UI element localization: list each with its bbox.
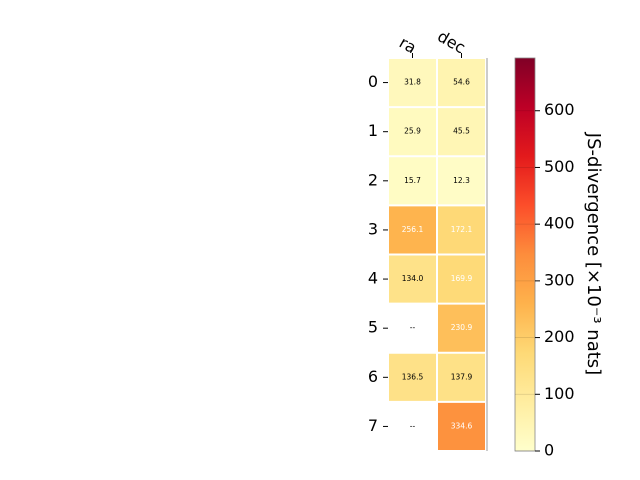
cell-value-label: 45.5 — [453, 127, 470, 136]
colorbar-label: JS-divergence [×10⁻³ nats] — [583, 132, 604, 375]
column-tick-labels: ra dec — [396, 27, 469, 58]
cell-value-label: 15.7 — [404, 176, 421, 185]
colorbar-tick-label: 500 — [544, 157, 575, 176]
cell-value-label: 136.5 — [402, 372, 424, 381]
column-tick-label: dec — [434, 27, 468, 58]
cell-value-label: 12.3 — [453, 176, 470, 185]
colorbar — [514, 57, 536, 452]
cell-value-label: 172.1 — [451, 225, 473, 234]
column-tick-label: ra — [396, 33, 420, 58]
row-tick-label: 1 — [368, 121, 378, 140]
colorbar-tick-label: 600 — [544, 100, 575, 119]
heatmap-cell — [438, 255, 485, 303]
cell-value-label: -- — [410, 323, 416, 332]
heatmap-cell — [438, 304, 485, 352]
row-tick-labels: 0 1 2 3 4 5 6 7 — [368, 72, 388, 435]
row-tick-label: 0 — [368, 72, 378, 91]
heatmap-cell — [438, 206, 485, 254]
colorbar-tick-label: 300 — [544, 270, 575, 289]
heatmap-cell — [438, 402, 485, 450]
heatmap-cell — [438, 108, 485, 156]
heatmap-cell — [389, 353, 436, 401]
row-tick-label: 2 — [368, 170, 378, 189]
heatmap-cell — [389, 157, 436, 205]
heatmap-cell — [438, 353, 485, 401]
cell-value-label: 31.8 — [404, 78, 421, 87]
colorbar-tick-label: 200 — [544, 327, 575, 346]
colorbar-tick-label: 400 — [544, 214, 575, 233]
heatmap-cell — [389, 59, 436, 107]
cell-value-label: 230.9 — [451, 323, 473, 332]
cell-value-label: 54.6 — [453, 78, 470, 87]
cell-value-label: 25.9 — [404, 127, 421, 136]
colorbar-ticks: 0 100 200 300 400 500 600 — [515, 100, 575, 460]
heatmap-cells: 31.8 54.6 25.9 45.5 15.7 12.3 256.1 172.1 134.0 1… — [389, 59, 485, 450]
colorbar-tick-label: 100 — [544, 384, 575, 403]
heatmap-cell — [389, 108, 436, 156]
row-tick-label: 4 — [368, 269, 378, 288]
cell-value-label: 134.0 — [402, 274, 424, 283]
cell-value-label: 137.9 — [451, 372, 473, 381]
heatmap-cell — [389, 206, 436, 254]
row-tick-label: 5 — [368, 318, 378, 337]
cell-value-label: 169.9 — [451, 274, 473, 283]
row-tick-label: 7 — [368, 416, 378, 435]
cell-value-label: 256.1 — [402, 225, 424, 234]
row-tick-label: 3 — [368, 219, 378, 238]
cell-value-label: 334.6 — [451, 421, 473, 430]
row-tick-label: 6 — [368, 367, 378, 386]
colorbar-tick-label: 0 — [544, 441, 554, 460]
heatmap-cell — [438, 157, 485, 205]
heatmap-cell — [389, 255, 436, 303]
cell-value-label: -- — [410, 421, 416, 430]
heatmap-cell — [438, 59, 485, 107]
